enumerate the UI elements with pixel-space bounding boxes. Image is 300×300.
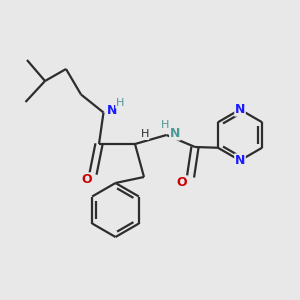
Text: N: N <box>235 154 245 167</box>
Text: O: O <box>177 176 188 189</box>
Text: H: H <box>116 98 124 108</box>
Text: H: H <box>161 120 169 130</box>
Text: N: N <box>235 103 245 116</box>
Text: O: O <box>82 173 92 186</box>
Text: H: H <box>140 129 149 140</box>
Text: N: N <box>170 127 180 140</box>
Text: N: N <box>107 104 117 118</box>
